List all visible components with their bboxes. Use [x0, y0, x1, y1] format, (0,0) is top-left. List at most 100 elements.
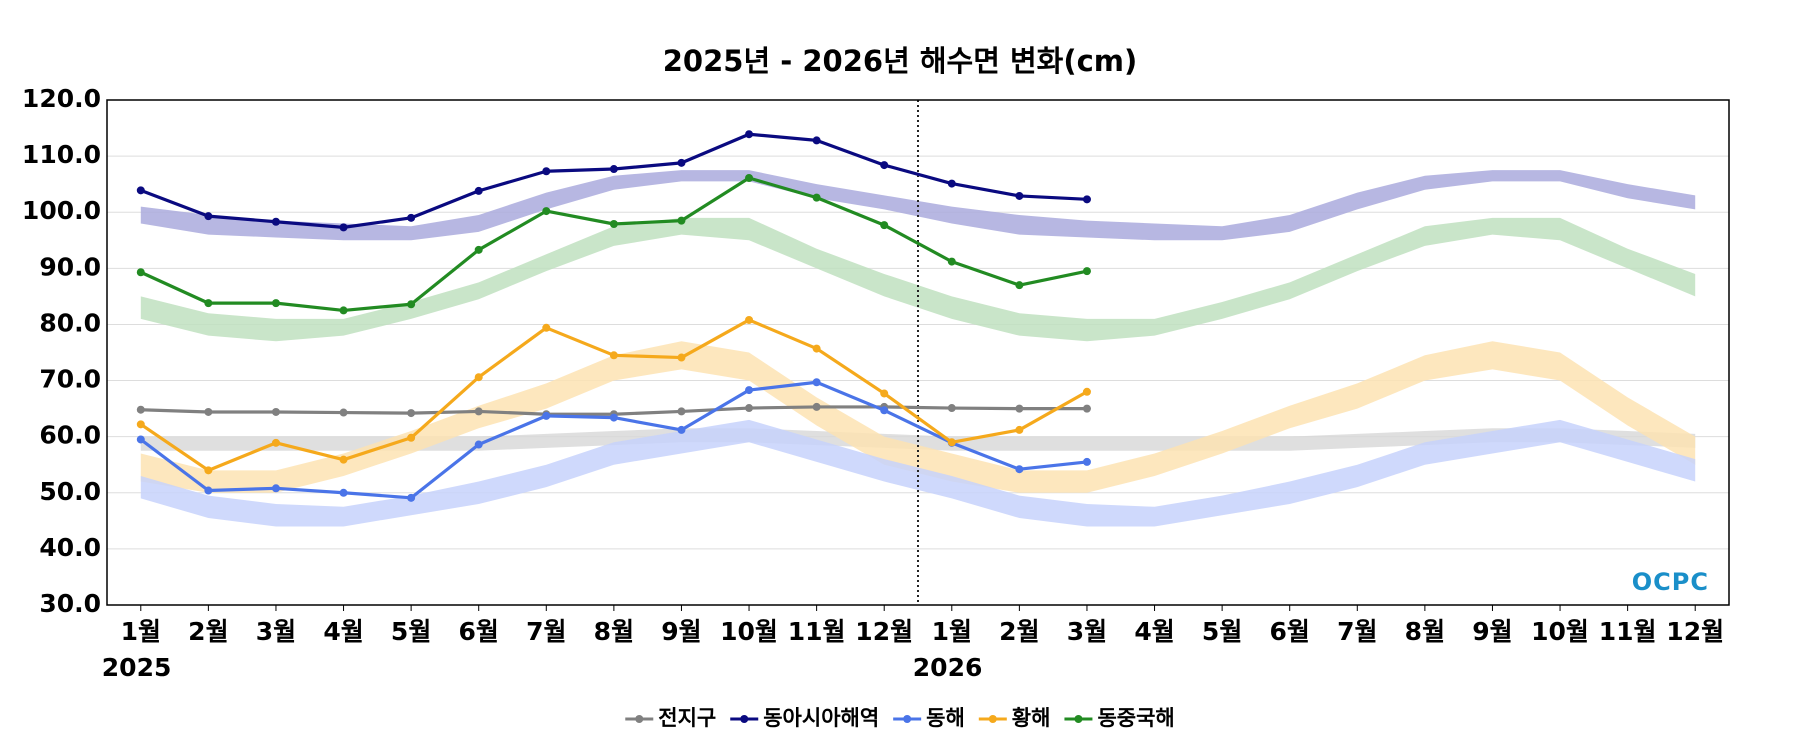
data-point [271, 484, 280, 493]
x-tick-label: 10월 [1531, 617, 1589, 646]
x-tick-label: 3월 [256, 617, 296, 646]
data-point [947, 438, 956, 447]
data-point [542, 207, 551, 216]
data-point [339, 223, 348, 232]
data-point [880, 406, 889, 415]
legend-label: 동해 [926, 706, 965, 730]
data-point [339, 455, 348, 464]
year-label: 2026 [913, 653, 983, 682]
legend-marker [635, 715, 644, 723]
data-point [812, 344, 821, 353]
data-point [407, 300, 416, 309]
data-point [609, 165, 618, 174]
legend-marker [988, 715, 997, 723]
data-point [609, 220, 618, 229]
x-tick-label: 4월 [323, 617, 363, 646]
x-tick-label: 1월 [121, 617, 161, 646]
x-tick-label: 2월 [999, 617, 1039, 646]
data-point [677, 407, 686, 416]
data-point [1015, 425, 1024, 434]
data-point [407, 433, 416, 442]
data-point [677, 425, 686, 434]
data-point [1082, 267, 1091, 276]
x-tick-label: 9월 [1472, 617, 1512, 646]
x-tick-label: 1월 [932, 617, 972, 646]
data-point [339, 306, 348, 315]
x-tick-label: 11월 [1599, 617, 1657, 646]
y-tick-label: 120.0 [22, 84, 101, 113]
legend-marker [903, 715, 912, 723]
data-point [812, 402, 821, 411]
legend-marker [1074, 715, 1083, 723]
data-point [542, 323, 551, 332]
data-point [339, 408, 348, 417]
y-tick-label: 90.0 [39, 252, 101, 281]
x-tick-label: 12월 [1666, 617, 1724, 646]
x-tick-label: 8월 [594, 617, 634, 646]
data-point [542, 411, 551, 420]
plot-frame [106, 99, 1730, 606]
data-point [812, 378, 821, 387]
data-point [407, 409, 416, 418]
data-point [136, 435, 145, 444]
data-point [1015, 191, 1024, 200]
data-point [271, 438, 280, 447]
data-point [812, 136, 821, 145]
data-point [745, 315, 754, 324]
x-tick-label: 3월 [1067, 617, 1107, 646]
x-tick-label: 11월 [788, 617, 846, 646]
x-tick-label: 12월 [855, 617, 913, 646]
data-point [474, 440, 483, 449]
data-point [745, 386, 754, 395]
x-tick-label: 2월 [188, 617, 228, 646]
data-point [745, 404, 754, 413]
data-point [745, 130, 754, 139]
data-point [136, 268, 145, 277]
x-tick-label: 5월 [1202, 617, 1242, 646]
data-point [271, 407, 280, 416]
data-point [407, 493, 416, 502]
data-point [271, 299, 280, 308]
data-point [542, 167, 551, 176]
y-tick-label: 30.0 [39, 589, 101, 618]
legend: 전지구 동아시아해역 동해 황해 동중국해 [625, 706, 1175, 730]
data-point [1082, 387, 1091, 396]
data-point [1015, 404, 1024, 413]
climatology-band [140, 419, 1696, 527]
data-point [271, 217, 280, 226]
data-point [880, 161, 889, 170]
data-point [609, 413, 618, 422]
y-tick-label: 60.0 [39, 421, 101, 450]
climatology-band [140, 428, 1696, 451]
data-point [947, 404, 956, 413]
data-point [947, 179, 956, 188]
data-point [474, 373, 483, 382]
data-point [204, 299, 213, 308]
y-tick-label: 110.0 [22, 140, 101, 169]
data-point [136, 186, 145, 195]
x-tick-label: 4월 [1134, 617, 1174, 646]
data-point [407, 213, 416, 222]
data-point [677, 353, 686, 362]
data-point [474, 245, 483, 254]
data-point [677, 158, 686, 167]
legend-label: 황해 [1012, 706, 1051, 730]
data-point [204, 486, 213, 495]
data-point [1082, 404, 1091, 413]
climatology-band [140, 217, 1696, 342]
y-tick-label: 100.0 [22, 196, 101, 225]
data-point [1082, 195, 1091, 204]
data-point [609, 351, 618, 360]
climatology-band [140, 341, 1696, 493]
data-point [204, 466, 213, 475]
legend-marker [740, 715, 749, 723]
chart-title: 2025년 - 2026년 해수면 변화(cm) [663, 44, 1138, 78]
data-point [1082, 457, 1091, 466]
y-tick-label: 70.0 [39, 365, 101, 394]
x-tick-label: 8월 [1405, 617, 1445, 646]
data-point [136, 420, 145, 429]
data-point [745, 173, 754, 182]
y-tick-label: 50.0 [39, 477, 101, 506]
logo: OCPC [1632, 568, 1709, 596]
